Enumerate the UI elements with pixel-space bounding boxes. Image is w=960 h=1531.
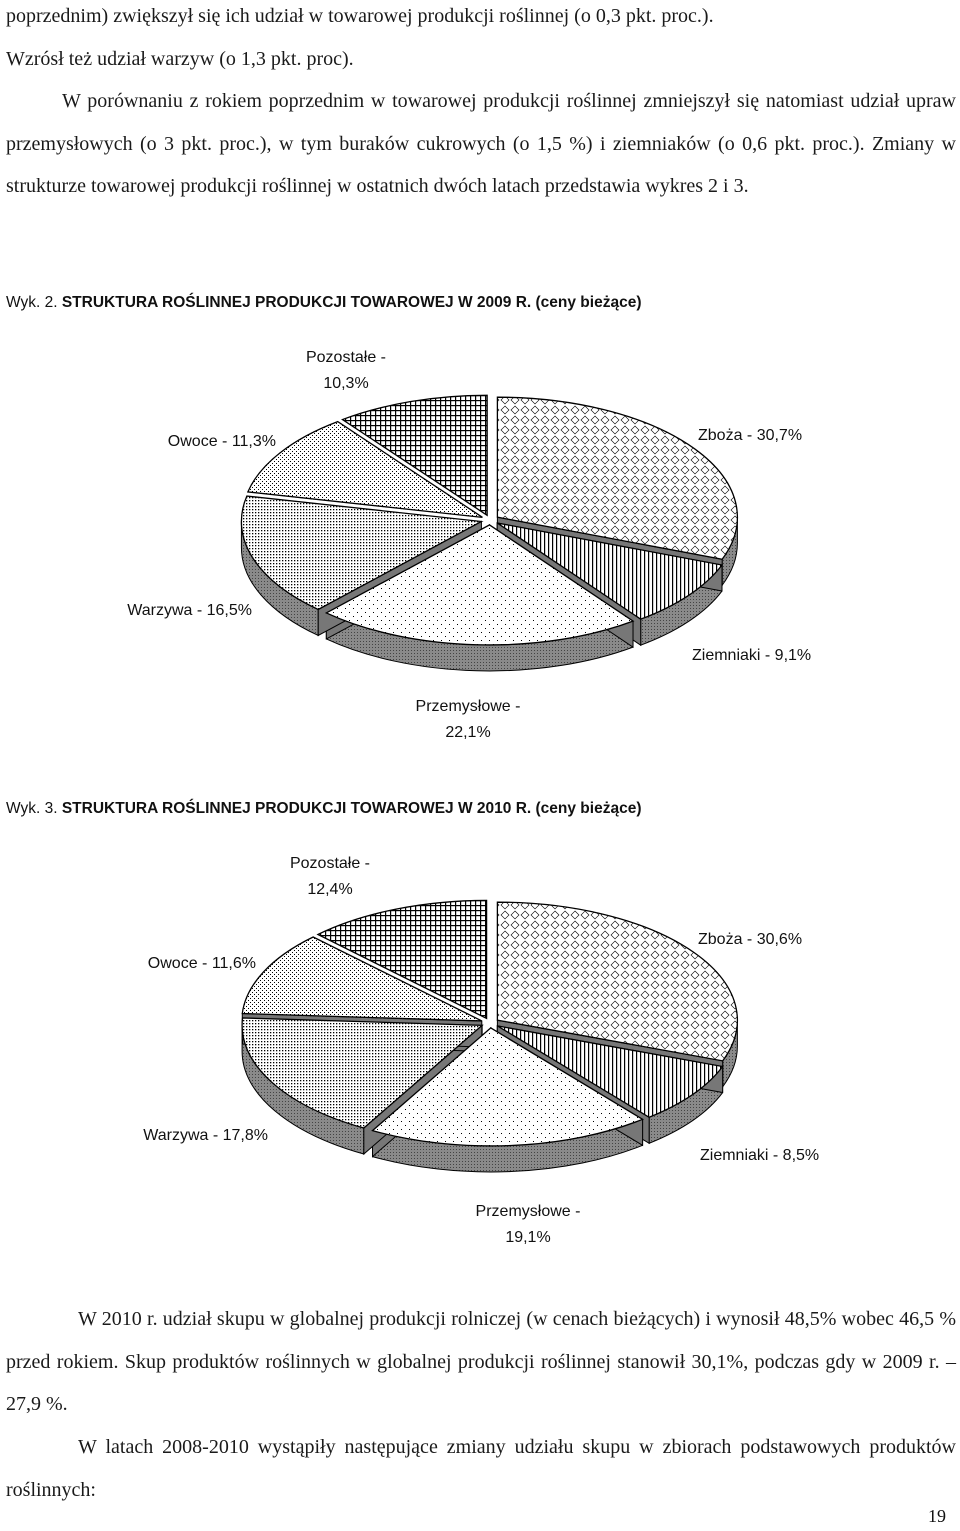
paragraph-text: W latach 2008-2010 wystąpiły następujące…	[6, 1436, 956, 1501]
pie-slice-ziemniaki	[496, 522, 724, 620]
pie-slice-warzywa	[240, 495, 484, 611]
slice-label-zboża: Zboża - 30,7%	[698, 427, 802, 444]
paragraph-intro: W porównaniu z rokiem poprzednim w towar…	[6, 80, 956, 208]
slice-label-zboża: Zboża - 30,6%	[698, 931, 802, 948]
slice-label-przemysłowe: Przemysłowe -22,1%	[416, 698, 521, 741]
pie-slice-warzywa	[241, 1017, 484, 1129]
pie-chart-2010: Zboża - 30,6% Ziemniaki - 8,5% Przemysłowe…	[143, 855, 819, 1246]
paragraph-zmiany: W latach 2008-2010 wystąpiły następujące…	[6, 1426, 956, 1511]
slice-label-przemysłowe: Przemysłowe -19,1%	[476, 1203, 581, 1246]
slice-label-owoce: Owoce - 11,6%	[148, 955, 256, 972]
pie-slice-pozostałe	[316, 899, 488, 1020]
pie-slice-zboża	[496, 901, 738, 1062]
pie-slice-przemysłowe	[371, 1027, 645, 1147]
pie-chart-2009: Zboża - 30,7% Ziemniaki - 9,1% Przemysłowe…	[127, 349, 811, 741]
slice-label-pozostałe: Pozostałe -12,4%	[290, 855, 370, 898]
paragraph-text: W porównaniu z rokiem poprzednim w towar…	[6, 90, 956, 197]
slice-label-pozostałe: Pozostałe -10,3%	[306, 349, 386, 392]
slice-label-ziemniaki: Ziemniaki - 8,5%	[700, 1147, 819, 1164]
figure-caption: Wyk. 2. STRUKTURA ROŚLINNEJ PRODUKCJI TO…	[6, 294, 641, 312]
pie-slice-owoce	[241, 936, 483, 1022]
figure-title: STRUKTURA ROŚLINNEJ PRODUKCJI TOWAROWEJ …	[61, 800, 642, 817]
slice-label-owoce: Owoce - 11,3%	[168, 433, 276, 450]
figure-number: Wyk. 2.	[6, 294, 62, 311]
figure-title: STRUKTURA ROŚLINNEJ PRODUKCJI TOWAROWEJ …	[61, 294, 642, 311]
pie-slice-przemysłowe	[324, 524, 635, 646]
slice-label-ziemniaki: Ziemniaki - 9,1%	[692, 647, 811, 664]
pie-slice-zboża	[496, 396, 739, 560]
pie-slice-pozostałe	[341, 394, 488, 517]
paragraph-line: Wzrósł też udział warzyw (o 1,3 pkt. pro…	[6, 47, 354, 70]
paragraph-line: poprzednim) zwiększył się ich udział w t…	[6, 5, 714, 27]
pie-slice-ziemniaki	[496, 1025, 724, 1118]
paragraph-continued: poprzednim) zwiększył się ich udział w t…	[6, 0, 956, 80]
paragraph-text: W 2010 r. udział skupu w globalnej produ…	[6, 1308, 956, 1415]
figure-number: Wyk. 3.	[6, 800, 62, 817]
slice-label-warzywa: Warzywa - 17,8%	[143, 1127, 268, 1144]
pie-slice-owoce	[246, 420, 483, 518]
figure-caption: Wyk. 3. STRUKTURA ROŚLINNEJ PRODUKCJI TO…	[6, 800, 641, 818]
paragraph-skup: W 2010 r. udział skupu w globalnej produ…	[6, 1298, 956, 1426]
slice-label-warzywa: Warzywa - 16,5%	[127, 602, 252, 619]
page-number: 19	[928, 1506, 946, 1526]
